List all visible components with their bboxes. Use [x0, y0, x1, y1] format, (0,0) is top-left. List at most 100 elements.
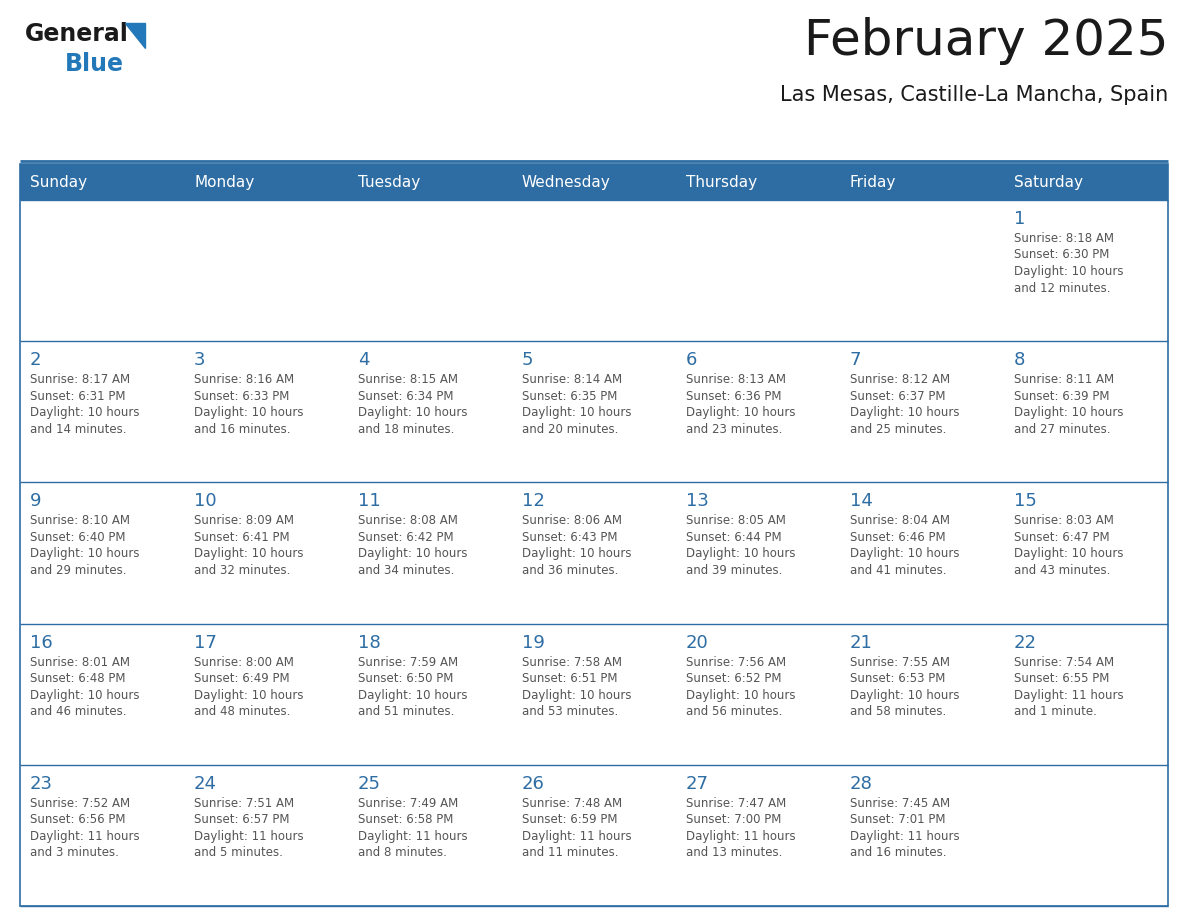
- Text: Sunrise: 8:06 AM
Sunset: 6:43 PM
Daylight: 10 hours
and 36 minutes.: Sunrise: 8:06 AM Sunset: 6:43 PM Dayligh…: [522, 514, 632, 577]
- Text: Sunrise: 8:12 AM
Sunset: 6:37 PM
Daylight: 10 hours
and 25 minutes.: Sunrise: 8:12 AM Sunset: 6:37 PM Dayligh…: [849, 374, 960, 436]
- Text: 22: 22: [1015, 633, 1037, 652]
- Bar: [512, 765, 676, 906]
- Text: Sunrise: 7:48 AM
Sunset: 6:59 PM
Daylight: 11 hours
and 11 minutes.: Sunrise: 7:48 AM Sunset: 6:59 PM Dayligh…: [522, 797, 632, 859]
- Bar: [348, 765, 512, 906]
- Text: 24: 24: [194, 775, 217, 793]
- Bar: [1004, 200, 1168, 341]
- Bar: [184, 623, 348, 765]
- Text: 18: 18: [358, 633, 380, 652]
- Bar: [1004, 765, 1168, 906]
- Text: 2: 2: [30, 352, 42, 369]
- Text: Sunrise: 7:45 AM
Sunset: 7:01 PM
Daylight: 11 hours
and 16 minutes.: Sunrise: 7:45 AM Sunset: 7:01 PM Dayligh…: [849, 797, 960, 859]
- Bar: [676, 341, 840, 482]
- Text: 7: 7: [849, 352, 861, 369]
- Bar: [20, 623, 184, 765]
- Text: Sunrise: 8:04 AM
Sunset: 6:46 PM
Daylight: 10 hours
and 41 minutes.: Sunrise: 8:04 AM Sunset: 6:46 PM Dayligh…: [849, 514, 960, 577]
- Bar: [20, 200, 184, 341]
- Bar: [512, 341, 676, 482]
- Text: Sunrise: 7:55 AM
Sunset: 6:53 PM
Daylight: 10 hours
and 58 minutes.: Sunrise: 7:55 AM Sunset: 6:53 PM Dayligh…: [849, 655, 960, 718]
- Bar: [512, 623, 676, 765]
- Bar: [1004, 164, 1168, 200]
- Bar: [348, 164, 512, 200]
- Bar: [1004, 482, 1168, 623]
- Text: Las Mesas, Castille-La Mancha, Spain: Las Mesas, Castille-La Mancha, Spain: [779, 85, 1168, 105]
- Bar: [840, 341, 1004, 482]
- Text: General: General: [25, 22, 128, 46]
- Bar: [348, 200, 512, 341]
- Text: Sunrise: 7:58 AM
Sunset: 6:51 PM
Daylight: 10 hours
and 53 minutes.: Sunrise: 7:58 AM Sunset: 6:51 PM Dayligh…: [522, 655, 632, 718]
- Text: 17: 17: [194, 633, 217, 652]
- Bar: [348, 341, 512, 482]
- Bar: [840, 765, 1004, 906]
- Bar: [676, 482, 840, 623]
- Text: 14: 14: [849, 492, 873, 510]
- Text: Sunrise: 8:00 AM
Sunset: 6:49 PM
Daylight: 10 hours
and 48 minutes.: Sunrise: 8:00 AM Sunset: 6:49 PM Dayligh…: [194, 655, 303, 718]
- Text: 27: 27: [685, 775, 709, 793]
- Text: Sunrise: 8:03 AM
Sunset: 6:47 PM
Daylight: 10 hours
and 43 minutes.: Sunrise: 8:03 AM Sunset: 6:47 PM Dayligh…: [1015, 514, 1124, 577]
- Text: Sunrise: 8:17 AM
Sunset: 6:31 PM
Daylight: 10 hours
and 14 minutes.: Sunrise: 8:17 AM Sunset: 6:31 PM Dayligh…: [30, 374, 139, 436]
- Bar: [840, 623, 1004, 765]
- Text: Sunrise: 8:01 AM
Sunset: 6:48 PM
Daylight: 10 hours
and 46 minutes.: Sunrise: 8:01 AM Sunset: 6:48 PM Dayligh…: [30, 655, 139, 718]
- Text: Sunrise: 8:15 AM
Sunset: 6:34 PM
Daylight: 10 hours
and 18 minutes.: Sunrise: 8:15 AM Sunset: 6:34 PM Dayligh…: [358, 374, 468, 436]
- Text: 15: 15: [1015, 492, 1037, 510]
- Bar: [512, 482, 676, 623]
- Bar: [20, 164, 1168, 906]
- Text: Sunrise: 7:49 AM
Sunset: 6:58 PM
Daylight: 11 hours
and 8 minutes.: Sunrise: 7:49 AM Sunset: 6:58 PM Dayligh…: [358, 797, 468, 859]
- Text: Sunrise: 7:59 AM
Sunset: 6:50 PM
Daylight: 10 hours
and 51 minutes.: Sunrise: 7:59 AM Sunset: 6:50 PM Dayligh…: [358, 655, 468, 718]
- Text: 26: 26: [522, 775, 545, 793]
- Text: Sunrise: 8:08 AM
Sunset: 6:42 PM
Daylight: 10 hours
and 34 minutes.: Sunrise: 8:08 AM Sunset: 6:42 PM Dayligh…: [358, 514, 468, 577]
- Text: Saturday: Saturday: [1015, 174, 1083, 189]
- Bar: [20, 765, 184, 906]
- Text: 25: 25: [358, 775, 381, 793]
- Bar: [676, 765, 840, 906]
- Bar: [512, 200, 676, 341]
- Text: 1: 1: [1015, 210, 1025, 228]
- Text: Sunrise: 7:54 AM
Sunset: 6:55 PM
Daylight: 11 hours
and 1 minute.: Sunrise: 7:54 AM Sunset: 6:55 PM Dayligh…: [1015, 655, 1124, 718]
- Bar: [1004, 623, 1168, 765]
- Text: Sunrise: 8:16 AM
Sunset: 6:33 PM
Daylight: 10 hours
and 16 minutes.: Sunrise: 8:16 AM Sunset: 6:33 PM Dayligh…: [194, 374, 303, 436]
- Bar: [20, 482, 184, 623]
- Bar: [184, 200, 348, 341]
- Bar: [184, 164, 348, 200]
- Text: Sunrise: 8:18 AM
Sunset: 6:30 PM
Daylight: 10 hours
and 12 minutes.: Sunrise: 8:18 AM Sunset: 6:30 PM Dayligh…: [1015, 232, 1124, 295]
- Text: Sunrise: 8:14 AM
Sunset: 6:35 PM
Daylight: 10 hours
and 20 minutes.: Sunrise: 8:14 AM Sunset: 6:35 PM Dayligh…: [522, 374, 632, 436]
- Bar: [20, 164, 184, 200]
- Text: 8: 8: [1015, 352, 1025, 369]
- Bar: [20, 341, 184, 482]
- Text: Monday: Monday: [194, 174, 254, 189]
- Bar: [512, 164, 676, 200]
- Text: Sunrise: 7:52 AM
Sunset: 6:56 PM
Daylight: 11 hours
and 3 minutes.: Sunrise: 7:52 AM Sunset: 6:56 PM Dayligh…: [30, 797, 140, 859]
- Text: Blue: Blue: [65, 52, 124, 76]
- Text: Sunrise: 8:09 AM
Sunset: 6:41 PM
Daylight: 10 hours
and 32 minutes.: Sunrise: 8:09 AM Sunset: 6:41 PM Dayligh…: [194, 514, 303, 577]
- Text: 21: 21: [849, 633, 873, 652]
- Text: Sunrise: 8:13 AM
Sunset: 6:36 PM
Daylight: 10 hours
and 23 minutes.: Sunrise: 8:13 AM Sunset: 6:36 PM Dayligh…: [685, 374, 796, 436]
- Bar: [348, 482, 512, 623]
- Text: 19: 19: [522, 633, 545, 652]
- Text: Sunrise: 7:56 AM
Sunset: 6:52 PM
Daylight: 10 hours
and 56 minutes.: Sunrise: 7:56 AM Sunset: 6:52 PM Dayligh…: [685, 655, 796, 718]
- Bar: [676, 623, 840, 765]
- Bar: [840, 164, 1004, 200]
- Text: 20: 20: [685, 633, 709, 652]
- Text: 11: 11: [358, 492, 380, 510]
- Text: 6: 6: [685, 352, 697, 369]
- Text: 4: 4: [358, 352, 369, 369]
- Text: Sunrise: 8:10 AM
Sunset: 6:40 PM
Daylight: 10 hours
and 29 minutes.: Sunrise: 8:10 AM Sunset: 6:40 PM Dayligh…: [30, 514, 139, 577]
- Bar: [840, 482, 1004, 623]
- Text: 5: 5: [522, 352, 533, 369]
- Bar: [184, 341, 348, 482]
- Text: 23: 23: [30, 775, 53, 793]
- Bar: [348, 623, 512, 765]
- Text: 13: 13: [685, 492, 709, 510]
- Text: 28: 28: [849, 775, 873, 793]
- Text: Sunrise: 8:11 AM
Sunset: 6:39 PM
Daylight: 10 hours
and 27 minutes.: Sunrise: 8:11 AM Sunset: 6:39 PM Dayligh…: [1015, 374, 1124, 436]
- Bar: [1004, 341, 1168, 482]
- Bar: [184, 482, 348, 623]
- Text: 3: 3: [194, 352, 206, 369]
- Text: 9: 9: [30, 492, 42, 510]
- Text: 16: 16: [30, 633, 52, 652]
- Text: Sunrise: 7:51 AM
Sunset: 6:57 PM
Daylight: 11 hours
and 5 minutes.: Sunrise: 7:51 AM Sunset: 6:57 PM Dayligh…: [194, 797, 304, 859]
- Text: 12: 12: [522, 492, 545, 510]
- Text: 10: 10: [194, 492, 216, 510]
- Text: Friday: Friday: [849, 174, 897, 189]
- Bar: [676, 200, 840, 341]
